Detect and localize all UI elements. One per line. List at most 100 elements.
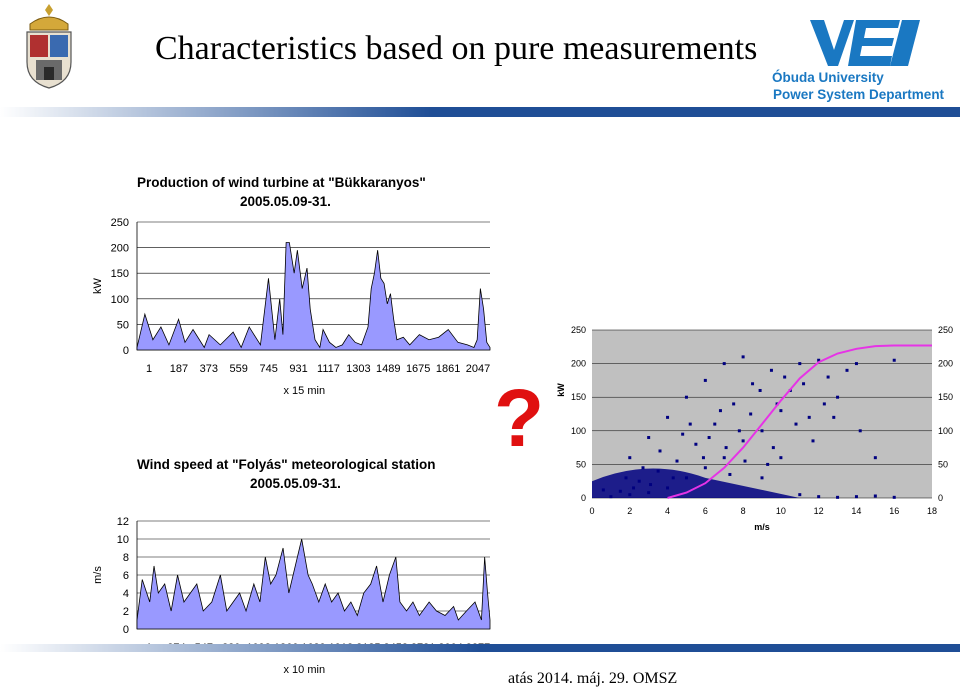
chart1-xtick: 1861 (436, 363, 460, 375)
scatter-point (802, 382, 806, 386)
scatter-point (858, 429, 862, 433)
scatter-point (798, 362, 802, 366)
scatter-point (836, 495, 840, 499)
scatter-point (798, 493, 802, 497)
scatter-xtick: 8 (741, 506, 746, 516)
scatter-point (666, 415, 670, 419)
scatter-ytick-right: 100 (938, 426, 953, 436)
scatter-point (741, 439, 745, 443)
chart1-subtitle: 2005.05.09-31. (240, 194, 331, 209)
scatter-ylabel: kW (556, 383, 566, 397)
scatter-point (658, 449, 662, 453)
scatter-point (628, 456, 632, 460)
chart2-ytick: 10 (117, 534, 129, 546)
scatter-ytick-left: 150 (571, 392, 586, 402)
scatter-ytick-right: 250 (938, 325, 953, 335)
scatter-ytick-right: 50 (938, 459, 948, 469)
scatter-point (749, 412, 753, 416)
scatter-point (836, 395, 840, 399)
chart1-title: Production of wind turbine at "Bükkarany… (137, 175, 426, 190)
chart1-ylabel: kW (92, 277, 104, 294)
logo-line-2: Power System Department (773, 87, 945, 102)
scatter-xtick: 4 (665, 506, 670, 516)
scatter-point (854, 495, 858, 499)
scatter-point (845, 368, 849, 372)
scatter-point (771, 446, 775, 450)
chart1-xtick: 187 (170, 363, 188, 375)
scatter-xtick: 18 (927, 506, 937, 516)
footer-text: atás 2014. máj. 29. OMSZ (508, 670, 678, 687)
scatter-xtick: 6 (703, 506, 708, 516)
chart1-xlabel: x 15 min (284, 385, 326, 397)
scatter-point (675, 459, 679, 463)
scatter-point (647, 436, 651, 440)
scatter-point (741, 355, 745, 359)
scatter-point (703, 466, 707, 470)
scatter-point (713, 422, 717, 426)
question-mark: ? (494, 373, 545, 464)
scatter-point (822, 402, 826, 406)
scatter-point (703, 378, 707, 382)
power-curve-line (667, 344, 932, 499)
windspeed-chart: 0246810121274547820109313661639191221852… (92, 516, 491, 676)
scatter-point (794, 422, 798, 426)
scatter-xlabel: m/s (754, 522, 770, 532)
scatter-point (718, 409, 722, 413)
scatter-ytick-left: 0 (581, 493, 586, 503)
scatter-ytick-left: 200 (571, 359, 586, 369)
scatter-point (694, 442, 698, 446)
chart1-ytick: 200 (111, 243, 129, 255)
scatter-point (641, 466, 645, 470)
scatter-point (779, 409, 783, 413)
scatter-point (722, 362, 726, 366)
chart2-series-area (136, 538, 491, 630)
scatter-xtick: 14 (851, 506, 861, 516)
chart1-xtick: 1117 (317, 363, 340, 375)
chart1-xtick: 1489 (376, 363, 400, 375)
chart1-xtick: 931 (289, 363, 307, 375)
footer-rule (0, 644, 960, 652)
chart2-title: Wind speed at "Folyás" meteorological st… (137, 457, 436, 472)
scatter-ytick-right: 150 (938, 392, 953, 402)
chart2-xlabel: x 10 min (284, 664, 326, 676)
scatter-point (854, 362, 858, 366)
scatter-xtick: 0 (589, 506, 594, 516)
scatter-point (807, 415, 811, 419)
scatter-point (760, 476, 764, 480)
scatter-point (758, 388, 762, 392)
chart1-ytick: 250 (111, 217, 129, 229)
scatter-xtick: 10 (776, 506, 786, 516)
chart2-ylabel: m/s (92, 566, 104, 584)
logo-line-1: Óbuda University (772, 70, 884, 85)
chart1-ytick: 0 (123, 345, 129, 357)
scatter-point (766, 462, 770, 466)
scatter-ytick-left: 250 (571, 325, 586, 335)
scatter-point (681, 432, 685, 436)
chart1-xtick: 2047 (466, 363, 490, 375)
scatter-point (751, 382, 755, 386)
university-crest-icon (26, 4, 72, 89)
production-chart: 0 50 100 150 200 250 1 187 373 559 745 931 1117 1303 1… (92, 217, 491, 397)
scatter-point (707, 436, 711, 440)
scatter-point (688, 422, 692, 426)
scatter-ytick-left: 100 (571, 426, 586, 436)
scatter-point (817, 358, 821, 362)
chart1-xtick: 745 (259, 363, 277, 375)
chart1-xtick: 373 (200, 363, 218, 375)
scatter-point (728, 472, 732, 476)
chart2-ytick: 2 (123, 606, 129, 618)
chart1-xtick: 1 (146, 363, 152, 375)
scatter-ytick-right: 0 (938, 493, 943, 503)
scatter-point (873, 456, 877, 460)
chart1-series-area (136, 242, 491, 351)
scatter-point (783, 375, 787, 379)
vei-logo-icon (810, 20, 920, 66)
scatter-xtick: 2 (627, 506, 632, 516)
scatter-point (701, 456, 705, 460)
scatter-point (826, 375, 830, 379)
scatter-dense-cluster (592, 468, 800, 498)
title-rule (0, 107, 960, 117)
chart1-ytick: 50 (117, 319, 129, 331)
scatter-point (892, 358, 896, 362)
scatter-point (873, 494, 877, 498)
